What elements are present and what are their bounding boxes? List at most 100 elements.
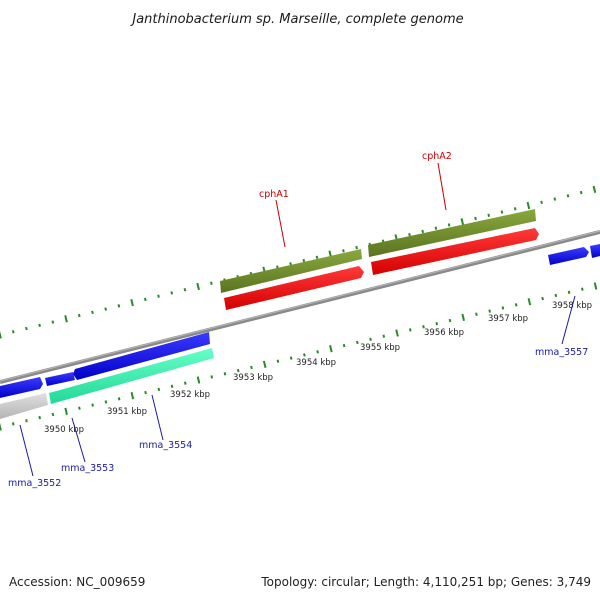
gene-blue-left-upper[interactable]: [0, 377, 43, 398]
tick-mark: [302, 258, 306, 263]
tick-mark: [422, 325, 425, 329]
tick-mark: [276, 359, 280, 363]
tick-mark: [51, 412, 55, 417]
tick-mark: [447, 223, 451, 227]
accession-text: Accession: NC_009659: [9, 575, 145, 589]
tick-mark: [117, 304, 121, 308]
tick-mark: [434, 226, 438, 230]
ruler-label: 3950 kbp: [44, 425, 84, 435]
tick-mark: [144, 390, 147, 395]
tick-mark: [223, 372, 227, 376]
gene-cphA2-olive[interactable]: [368, 209, 536, 257]
ruler-label: 3954 kbp: [296, 358, 336, 368]
tick-mark: [421, 229, 425, 234]
tick-mark: [104, 400, 108, 404]
outer-tick-ring: [0, 185, 597, 339]
tick-mark: [580, 287, 584, 291]
tick-mark: [395, 329, 399, 337]
tick-mark: [157, 387, 161, 392]
tick-mark: [474, 216, 477, 221]
ruler-label: 3957 kbp: [488, 314, 528, 324]
tick-mark: [170, 291, 174, 295]
map-title: Janthinobacterium sp. Marseille, complet…: [129, 12, 463, 27]
ruler-label: 3955 kbp: [360, 343, 400, 353]
tick-mark: [157, 294, 160, 298]
tick-mark: [38, 323, 41, 327]
tick-mark: [25, 326, 28, 331]
reverse-strand: [0, 228, 539, 419]
tick-mark: [38, 415, 42, 420]
ruler-label: 3953 kbp: [233, 373, 273, 383]
gene-cphA2-red[interactable]: [371, 228, 539, 275]
tick-mark: [78, 406, 81, 410]
tick-mark: [236, 368, 240, 373]
gene-label-mma_3554[interactable]: mma_3554: [139, 440, 192, 451]
tick-mark: [342, 249, 345, 253]
tick-mark: [554, 293, 558, 298]
tick-mark: [91, 310, 94, 315]
tick-mark: [566, 194, 570, 198]
gene-label-cphA2[interactable]: cphA2: [422, 151, 452, 162]
tick-mark: [369, 337, 372, 341]
tick-mark: [11, 422, 15, 426]
tick-mark: [143, 297, 147, 302]
gene-label-cphA1[interactable]: cphA1: [259, 189, 289, 200]
tick-mark: [448, 318, 452, 323]
tick-mark: [183, 287, 187, 292]
tick-mark: [579, 190, 583, 195]
tick-mark: [316, 350, 319, 354]
gene-next-cds[interactable]: [590, 244, 600, 258]
tick-mark: [210, 281, 213, 285]
tick-mark: [487, 213, 491, 217]
gene-label-mma_3552[interactable]: mma_3552: [8, 478, 61, 489]
gene-blue-mid-b[interactable]: [73, 332, 210, 380]
tick-mark: [342, 343, 346, 348]
tick-mark: [382, 334, 386, 338]
tick-mark: [540, 200, 543, 205]
tick-mark: [0, 423, 2, 431]
genome-backbone: [0, 230, 600, 384]
tick-mark: [500, 210, 504, 214]
tick-mark: [64, 407, 68, 415]
tick-mark: [303, 353, 306, 357]
tick-mark: [91, 403, 94, 407]
inner-tick-ring: [0, 282, 598, 431]
tick-mark: [130, 298, 134, 307]
tick-mark: [170, 384, 174, 388]
tick-mark: [25, 419, 28, 423]
tick-mark: [408, 232, 411, 237]
tick-mark: [514, 303, 518, 307]
ruler-label: 3952 kbp: [170, 390, 210, 400]
tick-mark: [210, 375, 214, 379]
tick-mark: [262, 360, 267, 368]
tick-mark: [64, 315, 68, 323]
tick-mark: [77, 313, 81, 318]
tick-mark: [526, 201, 531, 210]
ruler-labels: 3950 kbp 3951 kbp 3952 kbp 3953 kbp 3954…: [44, 301, 592, 435]
tick-mark: [355, 245, 358, 250]
gene-label-mma_3553[interactable]: mma_3553: [61, 463, 114, 474]
tick-mark: [11, 330, 15, 334]
tick-mark: [104, 307, 108, 311]
tick-mark: [0, 331, 2, 339]
tick-mark: [541, 296, 544, 301]
tick-mark: [460, 218, 465, 226]
tick-mark: [488, 309, 491, 313]
tick-mark: [501, 306, 505, 310]
tick-mark: [250, 365, 253, 370]
gene-label-mma_3557[interactable]: mma_3557: [535, 347, 588, 358]
tick-mark: [435, 321, 439, 326]
gene-cphA1-olive[interactable]: [220, 249, 362, 293]
gene-cphA1-red[interactable]: [224, 266, 364, 310]
tick-mark: [461, 313, 465, 322]
tick-mark: [315, 255, 319, 260]
gene-mma_3554[interactable]: [49, 348, 214, 404]
forward-strand: [0, 209, 600, 398]
gene-mma_3557[interactable]: [548, 247, 589, 265]
tick-mark: [513, 207, 517, 211]
gene-mma_3552[interactable]: [0, 393, 48, 419]
gene-blue-mid-a[interactable]: [45, 372, 75, 386]
tick-mark: [289, 356, 293, 360]
tick-mark: [475, 312, 478, 316]
